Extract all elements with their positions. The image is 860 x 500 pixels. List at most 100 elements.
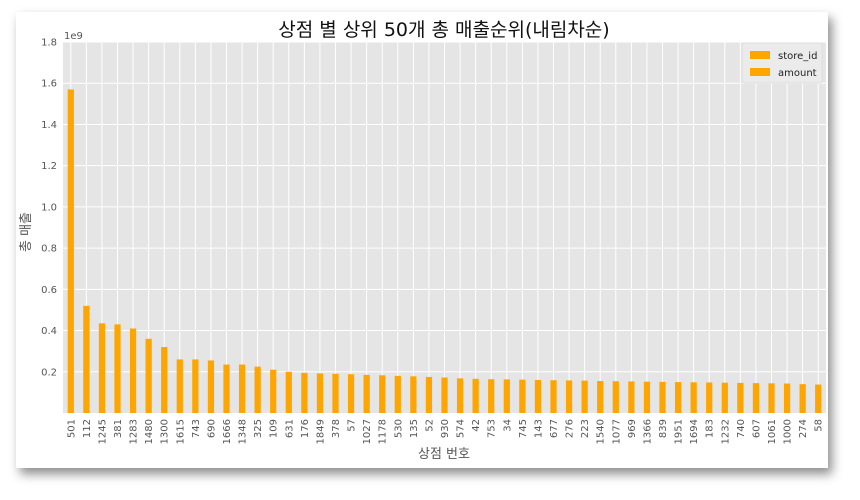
x-tick-label: 753 xyxy=(487,419,498,438)
bar-530 xyxy=(394,375,401,413)
x-tick-label: 839 xyxy=(658,419,669,438)
y-tick-label: 1.8 xyxy=(41,38,57,49)
bar-1849 xyxy=(316,373,324,413)
x-tick-label: 1480 xyxy=(144,419,155,444)
bar-753 xyxy=(488,379,495,413)
bar-1694 xyxy=(690,382,697,413)
x-tick-label: 112 xyxy=(82,419,93,438)
x-tick-label: 58 xyxy=(814,419,825,432)
bar-930 xyxy=(441,377,448,413)
y-multiplier-label: 1e9 xyxy=(64,31,83,42)
x-tick-label: 381 xyxy=(113,419,124,438)
bar-325 xyxy=(254,366,261,413)
x-tick-label: 1348 xyxy=(238,419,249,444)
x-tick-label: 1849 xyxy=(315,419,326,444)
bar-677 xyxy=(550,380,557,413)
bar-378 xyxy=(332,373,339,413)
bar-1348 xyxy=(238,364,246,413)
legend-label-store-id: store_id xyxy=(778,51,817,62)
x-tick-label: 530 xyxy=(393,419,404,438)
y-tick-label: 1.2 xyxy=(41,161,57,172)
bar-143 xyxy=(534,380,542,413)
x-tick-label: 740 xyxy=(736,419,747,438)
x-tick-label: 378 xyxy=(331,419,342,438)
x-tick-label: 745 xyxy=(518,419,529,438)
bars xyxy=(67,89,822,414)
y-axis-label: 총 매출 xyxy=(19,212,34,252)
x-tick-label: 1283 xyxy=(129,419,140,444)
legend-swatch-amount xyxy=(750,68,770,76)
x-tick-label: 325 xyxy=(253,419,264,438)
bar-1283 xyxy=(129,328,137,413)
x-tick-label: 690 xyxy=(206,419,217,438)
bar-34 xyxy=(503,379,510,413)
x-tick-label: 574 xyxy=(456,419,467,438)
bar-1232 xyxy=(721,382,728,413)
bar-1300 xyxy=(161,347,168,413)
x-tick-label: 1061 xyxy=(767,419,778,444)
bar-839 xyxy=(659,381,666,413)
x-tick-label: 607 xyxy=(751,419,762,438)
bar-743 xyxy=(192,359,199,413)
x-tick-label: 42 xyxy=(471,419,482,432)
x-tick-label: 1540 xyxy=(596,419,607,444)
x-tick-label: 1615 xyxy=(175,419,186,444)
bar-112 xyxy=(83,305,90,413)
bar-1027 xyxy=(363,374,370,413)
bar-607 xyxy=(752,383,760,413)
x-tick-label: 930 xyxy=(440,419,451,438)
x-tick-label: 969 xyxy=(627,419,638,438)
y-tick-label: 0.2 xyxy=(41,367,57,378)
bar-52 xyxy=(425,376,433,413)
bar-1366 xyxy=(643,381,651,413)
x-tick-label: 501 xyxy=(66,419,77,438)
bar-381 xyxy=(114,324,121,413)
bar-42 xyxy=(472,378,479,413)
y-tick-label: 1.6 xyxy=(41,79,57,90)
bar-223 xyxy=(581,380,588,413)
x-tick-label: 109 xyxy=(269,419,280,438)
x-tick-label: 1245 xyxy=(97,419,108,444)
bar-1178 xyxy=(379,375,386,413)
bar-176 xyxy=(301,372,308,413)
x-tick-label: 1694 xyxy=(689,419,700,444)
x-tick-label: 276 xyxy=(565,419,576,438)
x-tick-label: 677 xyxy=(549,419,560,438)
chart-title: 상점 별 상위 50개 총 매출순위(내림차순) xyxy=(278,19,609,41)
bar-690 xyxy=(207,360,215,413)
x-tick-label: 34 xyxy=(502,419,513,432)
x-tick-label: 223 xyxy=(580,419,591,438)
bar-1245 xyxy=(98,323,106,413)
bar-58 xyxy=(815,384,822,413)
bar-1666 xyxy=(223,364,230,413)
bar-57 xyxy=(347,374,355,413)
bar-1061 xyxy=(768,383,775,413)
x-tick-label: 183 xyxy=(705,419,716,438)
x-tick-label: 1178 xyxy=(378,419,389,444)
chart-frame: 상점 별 상위 50개 총 매출순위(내림차순) 0.2 0.4 0.6 0.8 1.0… xyxy=(16,12,828,468)
x-tick-label: 1077 xyxy=(611,419,622,444)
y-tick-label: 0.8 xyxy=(41,244,57,255)
bar-274 xyxy=(799,384,806,413)
x-tick-label: 1666 xyxy=(222,419,233,444)
bar-1951 xyxy=(674,382,682,413)
x-tick-label: 1232 xyxy=(720,419,731,444)
legend-swatch-store-id xyxy=(750,51,770,59)
y-tick-label: 0.4 xyxy=(41,326,57,337)
y-tick-label: 1.0 xyxy=(41,202,57,213)
legend: store_id amount xyxy=(741,42,823,84)
bar-1077 xyxy=(612,381,619,413)
bar-1615 xyxy=(176,359,183,413)
bar-276 xyxy=(565,380,573,413)
x-tick-label: 57 xyxy=(347,419,358,432)
bar-745 xyxy=(519,379,526,413)
bar-135 xyxy=(410,376,417,413)
y-axis-ticks: 0.2 0.4 0.6 0.8 1.0 1.2 1.4 1.6 1.8 xyxy=(41,38,57,379)
x-tick-label: 1951 xyxy=(674,419,685,444)
y-tick-label: 1.4 xyxy=(41,120,57,131)
bar-740 xyxy=(737,382,744,413)
bar-chart: 상점 별 상위 50개 총 매출순위(내림차순) 0.2 0.4 0.6 0.8 1.0… xyxy=(19,19,826,462)
bar-969 xyxy=(628,381,635,413)
x-axis-label: 상점 번호 xyxy=(418,447,470,462)
bar-631 xyxy=(285,371,292,413)
